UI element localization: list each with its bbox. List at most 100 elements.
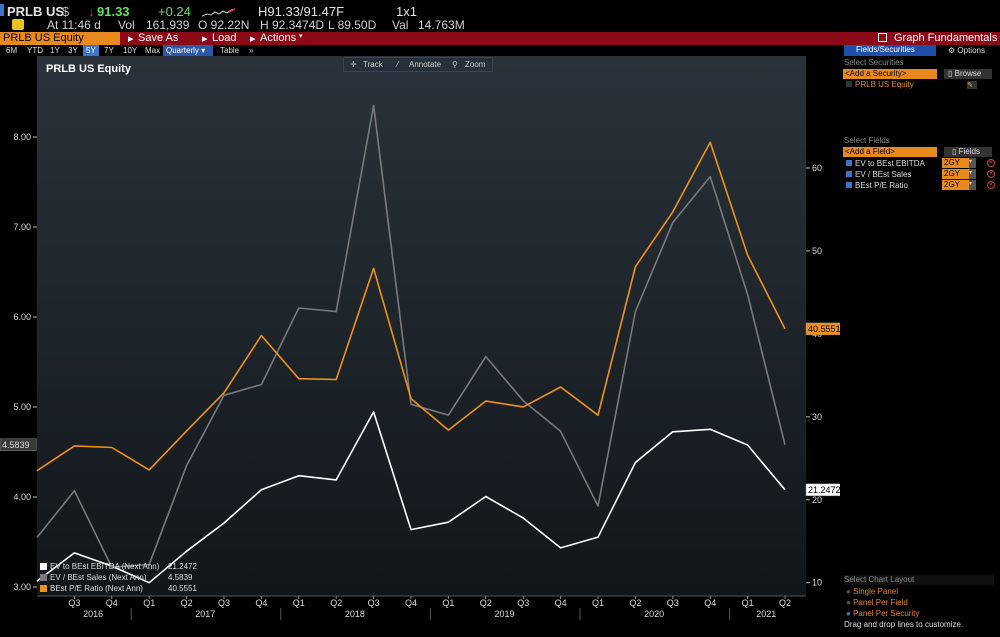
period-10y[interactable]: 10Y xyxy=(123,46,138,55)
layout-panel-per-field[interactable]: ● Panel Per Field xyxy=(846,598,908,607)
last-value-tag-sales-bg xyxy=(0,438,37,452)
layout-single-panel[interactable]: ● Single Panel xyxy=(846,587,898,596)
actions-menu[interactable]: Actions xyxy=(260,32,297,44)
down-arrow-icon: ↓ xyxy=(88,4,95,19)
load-button[interactable]: Load xyxy=(212,32,237,44)
right-axis-label: 60 xyxy=(812,163,822,173)
chart-area[interactable] xyxy=(37,56,806,596)
external-link-icon[interactable] xyxy=(878,33,887,42)
period-3y[interactable]: 3Y xyxy=(68,46,78,55)
x-axis-tick-label: Q1 xyxy=(293,598,305,608)
zoom-tool[interactable]: Zoom xyxy=(465,60,486,69)
volume: 161,939 xyxy=(146,18,190,32)
price-change: +0.24 xyxy=(158,4,191,19)
value-label: Val xyxy=(392,18,409,32)
remove-field-icon[interactable]: ✕ xyxy=(987,181,995,189)
x-axis-tick-label: Q1 xyxy=(592,598,604,608)
more-button[interactable]: » xyxy=(249,46,254,55)
period-6m[interactable]: 6M xyxy=(6,46,18,55)
volume-label: Vol xyxy=(118,18,135,32)
ticker-symbol[interactable]: PRLB US xyxy=(7,4,65,19)
field-period-select[interactable]: 2GY xyxy=(942,169,976,179)
save-icon: ▸ xyxy=(128,33,134,45)
checkbox[interactable] xyxy=(846,171,852,177)
field-item-pe[interactable]: BEst P/E Ratio xyxy=(846,181,908,190)
options-label: Options xyxy=(957,46,985,55)
table-button[interactable]: Table xyxy=(220,46,240,55)
right-axis-label: 30 xyxy=(812,412,822,422)
field-period-label: 2GY xyxy=(944,180,961,189)
add-security-input[interactable]: <Add a Security> xyxy=(843,69,937,79)
x-axis-tick-label: Q2 xyxy=(181,598,193,608)
value-traded: 14.763M xyxy=(418,18,465,32)
checkbox[interactable] xyxy=(846,81,852,87)
add-field-input[interactable]: <Add a Field> xyxy=(843,147,937,157)
layout-label: Single Panel xyxy=(853,587,898,596)
security-color-marker xyxy=(0,4,4,16)
actions-dropdown-icon: ▾ xyxy=(299,33,303,40)
options-button[interactable]: ⚙ Options xyxy=(948,46,985,55)
x-axis-tick-label: Q4 xyxy=(106,598,118,608)
last-value-tag-pe: 40.5551 xyxy=(808,324,840,334)
fields-label: Fields xyxy=(958,147,980,156)
chevron-down-icon[interactable]: ▾ xyxy=(969,169,976,179)
fields-button[interactable]: ▯ Fields xyxy=(944,147,992,157)
x-axis-tick-label: Q4 xyxy=(255,598,267,608)
field-period-select[interactable]: 2GY xyxy=(942,158,976,168)
load-icon: ▸ xyxy=(202,33,208,45)
checkbox[interactable] xyxy=(846,160,852,166)
field-item-ebitda[interactable]: EV to BEst EBITDA xyxy=(846,159,925,168)
field-label: EV to BEst EBITDA xyxy=(855,159,925,168)
checkbox[interactable] xyxy=(846,182,852,188)
last-price: 91.33 xyxy=(97,4,130,19)
legend-label: EV / BEst Sales (Next Ann) xyxy=(50,573,147,582)
legend-item-sales: EV / BEst Sales (Next Ann) 4.5839 xyxy=(40,573,192,582)
save-as-button[interactable]: Save As xyxy=(138,32,179,44)
security-field[interactable]: PRLB US Equity xyxy=(0,32,120,45)
period-5y[interactable]: 5Y xyxy=(83,45,99,56)
radio-icon-selected[interactable]: ● xyxy=(846,609,851,618)
x-axis-year-label: 2016 xyxy=(83,609,103,619)
annotate-tool[interactable]: Annotate xyxy=(409,60,442,69)
x-axis-tick-label: Q4 xyxy=(405,598,417,608)
line-chart: 3.004.005.006.007.008.00102030405060Q3Q4… xyxy=(0,104,840,620)
field-item-sales[interactable]: EV / BEst Sales xyxy=(846,170,911,179)
remove-field-icon[interactable]: ✕ xyxy=(987,170,995,178)
frequency-dropdown[interactable]: Quarterly ▾ xyxy=(163,45,213,56)
remove-field-icon[interactable]: ✕ xyxy=(987,159,995,167)
legend-swatch xyxy=(40,585,47,592)
chevron-down-icon[interactable]: ▾ xyxy=(969,158,976,168)
layout-panel-per-security[interactable]: ● Panel Per Security xyxy=(846,609,919,618)
field-period-select[interactable]: 2GY xyxy=(942,180,976,190)
fields-securities-tab[interactable]: Fields/Securities xyxy=(844,45,936,56)
chart-layout-heading: Select Chart Layout xyxy=(844,575,994,585)
chevron-down-icon[interactable]: ▾ xyxy=(969,180,976,190)
period-1y[interactable]: 1Y xyxy=(50,46,60,55)
track-icon: ✛ xyxy=(350,60,357,69)
x-axis-tick-label: Q3 xyxy=(517,598,529,608)
last-value-tag-pe-bg xyxy=(805,322,840,336)
security-item[interactable]: PRLB US Equity xyxy=(846,80,914,89)
radio-icon[interactable]: ● xyxy=(846,598,851,607)
period-ytd[interactable]: YTD xyxy=(27,46,43,55)
track-tool[interactable]: Track xyxy=(363,60,383,69)
right-axis-label: 10 xyxy=(812,578,822,588)
left-axis-label: 4.00 xyxy=(13,492,31,502)
sparkline-icon xyxy=(201,6,236,21)
period-7y[interactable]: 7Y xyxy=(104,46,114,55)
news-icon[interactable] xyxy=(12,19,24,30)
radio-icon[interactable]: ● xyxy=(846,587,851,596)
x-axis-tick-label: Q3 xyxy=(368,598,380,608)
x-axis-tick-label: Q2 xyxy=(629,598,641,608)
field-period-label: 2GY xyxy=(944,169,961,178)
right-axis-label: 20 xyxy=(812,495,822,505)
chart-title: PRLB US Equity xyxy=(46,63,131,75)
security-label: PRLB US Equity xyxy=(855,80,914,89)
x-axis-year-label: 2019 xyxy=(494,609,514,619)
x-axis-tick-label: Q1 xyxy=(143,598,155,608)
right-panel xyxy=(840,45,1000,637)
browse-button[interactable]: ▯ Browse xyxy=(944,69,992,79)
pencil-icon[interactable]: ✎ xyxy=(967,81,977,89)
actions-icon: ▸ xyxy=(250,33,256,45)
period-max[interactable]: Max xyxy=(145,46,161,55)
